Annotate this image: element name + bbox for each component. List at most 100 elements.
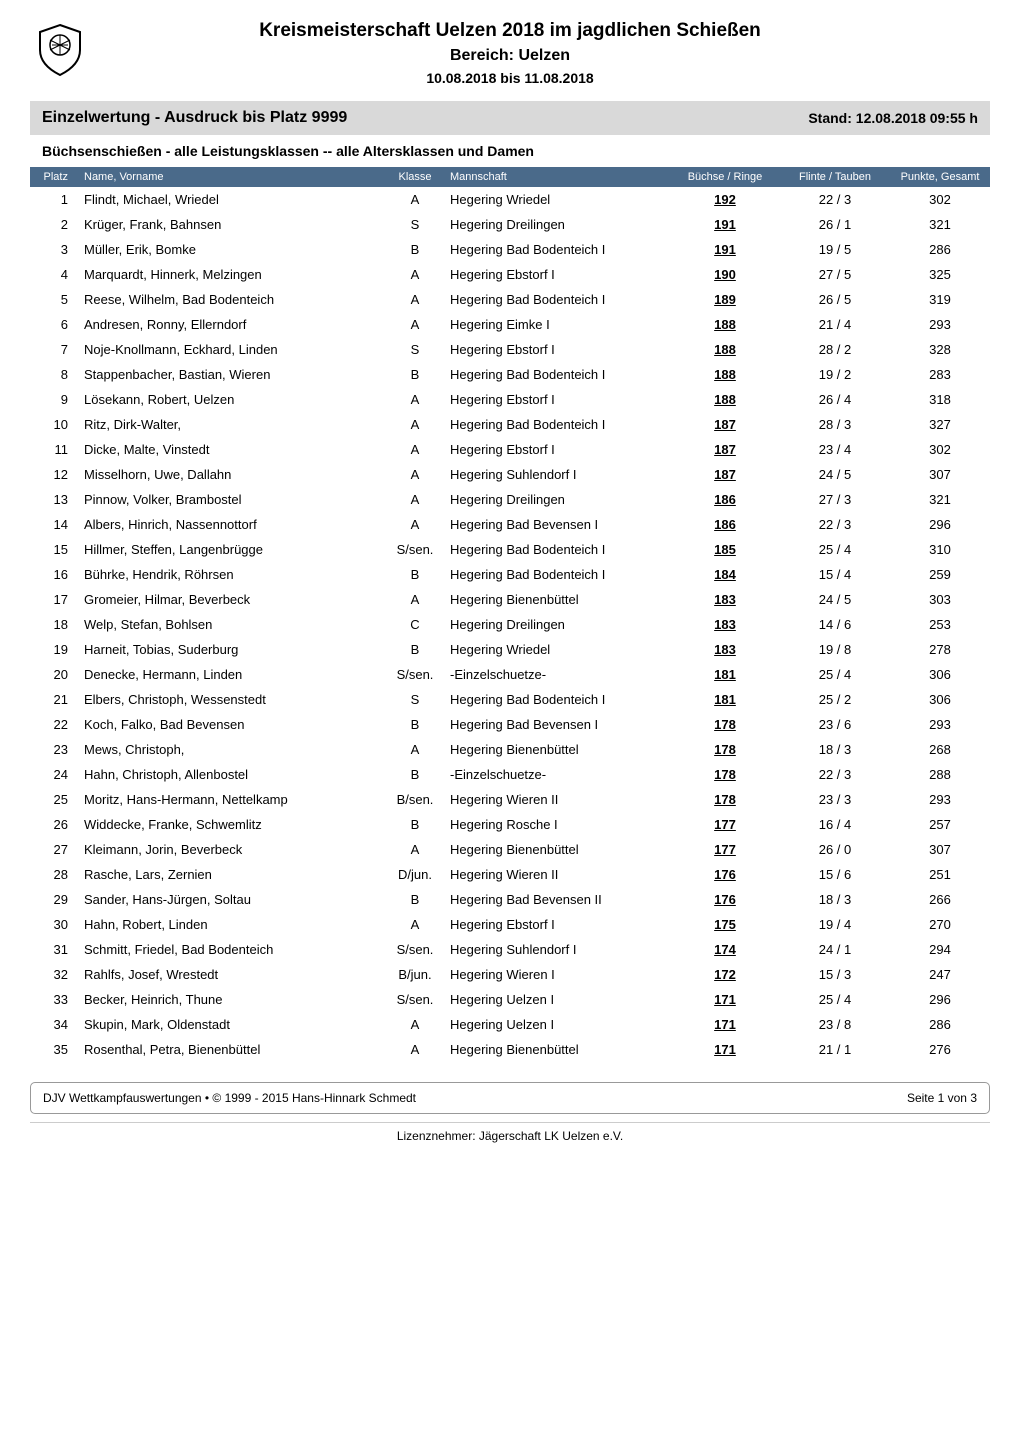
- cell-flinte: 14 / 6: [780, 617, 890, 632]
- cell-punkte: 296: [890, 992, 990, 1007]
- cell-mannschaft: Hegering Bienenbüttel: [450, 592, 670, 607]
- cell-klasse: B: [380, 767, 450, 782]
- cell-flinte: 24 / 1: [780, 942, 890, 957]
- cell-flinte: 27 / 5: [780, 267, 890, 282]
- main-title: Kreismeisterschaft Uelzen 2018 im jagdli…: [30, 20, 990, 42]
- cell-punkte: 307: [890, 842, 990, 857]
- cell-punkte: 318: [890, 392, 990, 407]
- cell-name: Widdecke, Franke, Schwemlitz: [80, 817, 380, 832]
- cell-mannschaft: Hegering Bienenbüttel: [450, 1042, 670, 1057]
- cell-klasse: A: [380, 1042, 450, 1057]
- cell-klasse: B: [380, 892, 450, 907]
- cell-name: Flindt, Michael, Wriedel: [80, 192, 380, 207]
- cell-name: Hahn, Robert, Linden: [80, 917, 380, 932]
- table-row: 29 Sander, Hans-Jürgen, Soltau B Hegerin…: [30, 887, 990, 912]
- cell-klasse: A: [380, 492, 450, 507]
- cell-platz: 13: [30, 492, 80, 507]
- cell-buechse: 172: [670, 967, 780, 982]
- cell-flinte: 28 / 2: [780, 342, 890, 357]
- cell-platz: 35: [30, 1042, 80, 1057]
- cell-buechse: 188: [670, 317, 780, 332]
- cell-buechse: 186: [670, 517, 780, 532]
- cell-punkte: 268: [890, 742, 990, 757]
- cell-platz: 11: [30, 442, 80, 457]
- cell-klasse: A: [380, 742, 450, 757]
- cell-buechse: 187: [670, 467, 780, 482]
- shield-logo-icon: [30, 20, 90, 80]
- cell-name: Koch, Falko, Bad Bevensen: [80, 717, 380, 732]
- stand-value: 12.08.2018 09:55 h: [856, 110, 978, 126]
- cell-buechse: 192: [670, 192, 780, 207]
- cell-klasse: S/sen.: [380, 942, 450, 957]
- cell-mannschaft: Hegering Wieren II: [450, 867, 670, 882]
- cell-punkte: 306: [890, 667, 990, 682]
- cell-platz: 28: [30, 867, 80, 882]
- cell-name: Lösekann, Robert, Uelzen: [80, 392, 380, 407]
- table-row: 26 Widdecke, Franke, Schwemlitz B Hegeri…: [30, 812, 990, 837]
- cell-punkte: 302: [890, 192, 990, 207]
- cell-klasse: A: [380, 1017, 450, 1032]
- table-row: 23 Mews, Christoph, A Hegering Bienenbüt…: [30, 737, 990, 762]
- cell-platz: 22: [30, 717, 80, 732]
- cell-flinte: 26 / 0: [780, 842, 890, 857]
- cell-buechse: 183: [670, 592, 780, 607]
- cell-flinte: 26 / 5: [780, 292, 890, 307]
- cell-platz: 34: [30, 1017, 80, 1032]
- cell-name: Ritz, Dirk-Walter,: [80, 417, 380, 432]
- cell-klasse: B: [380, 642, 450, 657]
- cell-buechse: 174: [670, 942, 780, 957]
- cell-flinte: 19 / 5: [780, 242, 890, 257]
- cell-name: Kleimann, Jorin, Beverbeck: [80, 842, 380, 857]
- table-row: 1 Flindt, Michael, Wriedel A Hegering Wr…: [30, 187, 990, 212]
- table-row: 18 Welp, Stefan, Bohlsen C Hegering Drei…: [30, 612, 990, 637]
- cell-name: Rahlfs, Josef, Wrestedt: [80, 967, 380, 982]
- cell-name: Marquardt, Hinnerk, Melzingen: [80, 267, 380, 282]
- cell-buechse: 189: [670, 292, 780, 307]
- cell-flinte: 21 / 4: [780, 317, 890, 332]
- cell-punkte: 278: [890, 642, 990, 657]
- cell-buechse: 188: [670, 342, 780, 357]
- cell-platz: 29: [30, 892, 80, 907]
- table-row: 9 Lösekann, Robert, Uelzen A Hegering Eb…: [30, 387, 990, 412]
- table-row: 34 Skupin, Mark, Oldenstadt A Hegering U…: [30, 1012, 990, 1037]
- cell-klasse: B/sen.: [380, 792, 450, 807]
- footer-page-info: Seite 1 von 3: [907, 1091, 977, 1105]
- table-row: 32 Rahlfs, Josef, Wrestedt B/jun. Hegeri…: [30, 962, 990, 987]
- cell-platz: 5: [30, 292, 80, 307]
- cell-flinte: 19 / 8: [780, 642, 890, 657]
- cell-punkte: 251: [890, 867, 990, 882]
- cell-buechse: 176: [670, 867, 780, 882]
- table-row: 3 Müller, Erik, Bomke B Hegering Bad Bod…: [30, 237, 990, 262]
- cell-flinte: 21 / 1: [780, 1042, 890, 1057]
- cell-name: Harneit, Tobias, Suderburg: [80, 642, 380, 657]
- cell-klasse: B/jun.: [380, 967, 450, 982]
- cell-platz: 19: [30, 642, 80, 657]
- cell-buechse: 178: [670, 767, 780, 782]
- table-row: 22 Koch, Falko, Bad Bevensen B Hegering …: [30, 712, 990, 737]
- cell-name: Andresen, Ronny, Ellerndorf: [80, 317, 380, 332]
- cell-mannschaft: Hegering Wieren I: [450, 967, 670, 982]
- cell-name: Dicke, Malte, Vinstedt: [80, 442, 380, 457]
- cell-platz: 25: [30, 792, 80, 807]
- table-row: 11 Dicke, Malte, Vinstedt A Hegering Ebs…: [30, 437, 990, 462]
- cell-flinte: 18 / 3: [780, 742, 890, 757]
- cell-punkte: 319: [890, 292, 990, 307]
- cell-name: Pinnow, Volker, Brambostel: [80, 492, 380, 507]
- cell-mannschaft: Hegering Bad Bodenteich I: [450, 567, 670, 582]
- cell-buechse: 177: [670, 842, 780, 857]
- cell-flinte: 26 / 1: [780, 217, 890, 232]
- cell-punkte: 310: [890, 542, 990, 557]
- stand-label: Stand:: [808, 110, 852, 126]
- cell-buechse: 176: [670, 892, 780, 907]
- table-row: 30 Hahn, Robert, Linden A Hegering Ebsto…: [30, 912, 990, 937]
- cell-klasse: S/sen.: [380, 667, 450, 682]
- cell-punkte: 286: [890, 242, 990, 257]
- cell-platz: 14: [30, 517, 80, 532]
- cell-klasse: A: [380, 442, 450, 457]
- cell-mannschaft: Hegering Suhlendorf I: [450, 942, 670, 957]
- cell-flinte: 25 / 4: [780, 667, 890, 682]
- cell-name: Hillmer, Steffen, Langenbrügge: [80, 542, 380, 557]
- cell-mannschaft: -Einzelschuetze-: [450, 667, 670, 682]
- cell-klasse: A: [380, 842, 450, 857]
- logo: [30, 20, 90, 80]
